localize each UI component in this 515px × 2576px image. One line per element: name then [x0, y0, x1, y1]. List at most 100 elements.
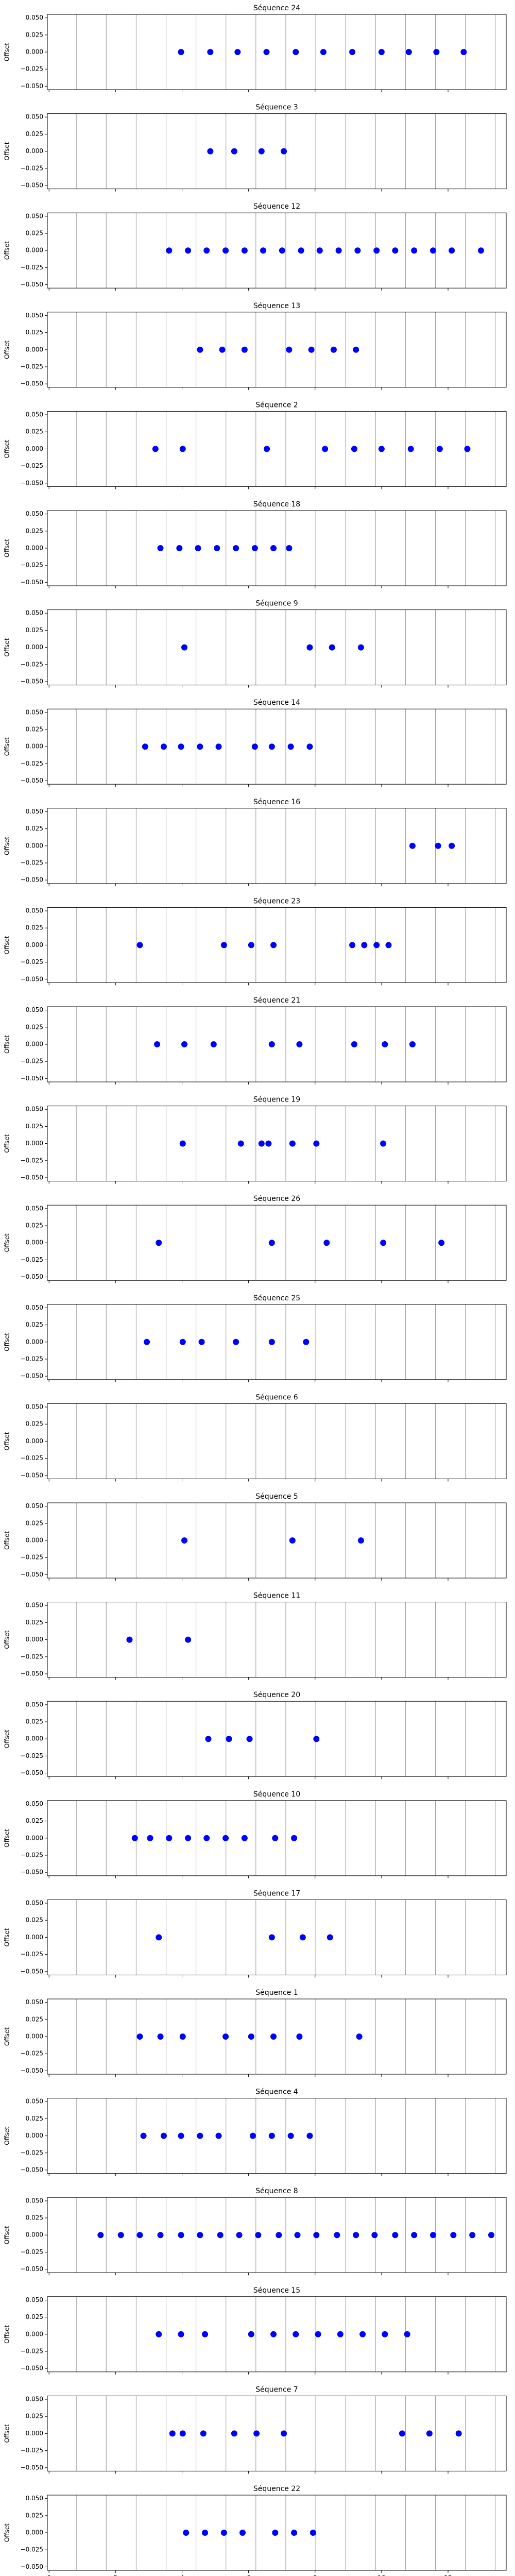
axes-frame: [47, 113, 507, 190]
y-tick-label: 0.025: [26, 1420, 43, 1428]
y-tick-label: −0.050: [21, 479, 43, 486]
point: [323, 1240, 330, 1246]
point: [430, 247, 436, 254]
subplot-title: Séquence 5: [255, 1493, 298, 1501]
y-tick-label: 0.050: [26, 2098, 43, 2105]
y-tick-label: 0.050: [26, 1106, 43, 1113]
point: [156, 2331, 162, 2337]
point: [202, 2530, 209, 2536]
point: [131, 1835, 138, 1841]
axes-frame: [47, 609, 507, 686]
y-tick-label: −0.050: [21, 1769, 43, 1776]
axes-frame: [47, 1998, 507, 2075]
subplot-title: Séquence 18: [253, 500, 300, 509]
point: [315, 2331, 321, 2337]
x-tick-label: 4: [180, 2574, 184, 2576]
axes-frame: [47, 411, 507, 487]
point: [160, 743, 167, 750]
point: [450, 2232, 457, 2239]
y-tick-label: 0.050: [26, 212, 43, 219]
point: [357, 644, 364, 651]
axes-frame: [47, 1304, 507, 1380]
subplot-title: Séquence 14: [253, 699, 300, 707]
point: [449, 247, 455, 254]
y-axis-label: Offset: [4, 1531, 11, 1550]
point: [349, 942, 356, 948]
point: [279, 247, 285, 254]
y-tick-label: 0.000: [26, 147, 43, 155]
subplot-title: Séquence 7: [255, 2385, 298, 2394]
point: [382, 1041, 388, 1047]
point: [268, 1338, 275, 1345]
subplot-title: Séquence 23: [253, 897, 300, 905]
y-tick-label: −0.050: [21, 579, 43, 586]
y-tick-label: −0.050: [21, 1968, 43, 1975]
y-tick-label: −0.025: [21, 1058, 43, 1065]
point: [306, 743, 313, 750]
point: [97, 2232, 104, 2239]
axes-frame: [47, 14, 507, 90]
y-tick-label: 0.050: [26, 312, 43, 319]
y-tick-label: 0.050: [26, 2296, 43, 2303]
point: [179, 2430, 186, 2437]
y-tick-label: 0.050: [26, 1502, 43, 1510]
point: [198, 1338, 205, 1345]
point: [351, 446, 357, 452]
y-tick-label: −0.025: [21, 1355, 43, 1362]
y-tick-label: 0.050: [26, 411, 43, 418]
y-tick-label: −0.025: [21, 1752, 43, 1759]
point: [270, 942, 277, 948]
x-tick-label: 8: [313, 2574, 317, 2576]
y-tick-label: 0.025: [26, 428, 43, 435]
point: [220, 2530, 227, 2536]
y-tick-label: −0.050: [21, 677, 43, 685]
point: [293, 49, 299, 55]
point: [378, 446, 385, 452]
point: [160, 2132, 167, 2139]
subplot-title: Séquence 2: [255, 401, 298, 409]
y-tick-label: 0.025: [26, 1222, 43, 1229]
y-tick-label: 0.025: [26, 329, 43, 336]
y-axis-label: Offset: [4, 2325, 11, 2343]
point: [210, 1041, 217, 1047]
point: [203, 1835, 210, 1841]
point: [349, 49, 356, 55]
point: [276, 2232, 282, 2239]
point: [179, 446, 186, 452]
point: [205, 1736, 212, 1742]
point: [409, 842, 416, 849]
y-tick-label: 0.000: [26, 1934, 43, 1941]
y-tick-label: 0.000: [26, 941, 43, 948]
point: [197, 346, 203, 353]
y-axis-label: Offset: [4, 1928, 11, 1946]
y-tick-label: 0.050: [26, 14, 43, 21]
y-tick-label: 0.025: [26, 527, 43, 534]
y-axis-label: Offset: [4, 340, 11, 359]
point: [354, 247, 361, 254]
y-tick-label: 0.025: [26, 1619, 43, 1626]
point: [409, 1041, 416, 1047]
y-tick-label: 0.000: [26, 1834, 43, 1841]
point: [263, 49, 270, 55]
y-axis-label: Offset: [4, 638, 11, 656]
y-tick-label: 0.025: [26, 230, 43, 237]
point: [293, 2331, 299, 2337]
x-tick-label: 0: [47, 2574, 51, 2576]
point: [264, 446, 270, 452]
point: [287, 2132, 294, 2139]
point: [296, 1041, 303, 1047]
point: [226, 1736, 232, 1742]
point: [438, 1240, 445, 1246]
point: [335, 247, 342, 254]
point: [248, 2331, 254, 2337]
y-tick-label: 0.000: [26, 643, 43, 651]
y-tick-label: −0.025: [21, 562, 43, 569]
subplot-title: Séquence 26: [253, 1195, 300, 1203]
y-tick-label: −0.025: [21, 1951, 43, 1958]
y-tick-label: 0.050: [26, 609, 43, 617]
y-tick-label: −0.025: [21, 2546, 43, 2553]
y-tick-label: −0.025: [21, 1851, 43, 1858]
point: [411, 247, 418, 254]
point: [268, 1041, 275, 1047]
y-tick-label: 0.000: [26, 1437, 43, 1445]
